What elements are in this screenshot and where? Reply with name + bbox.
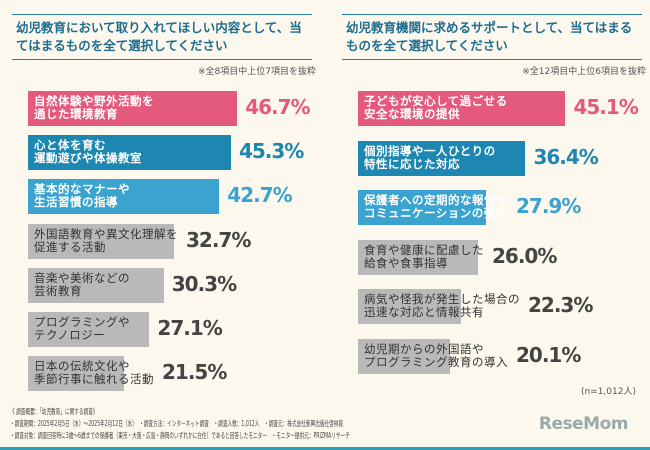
bottom-rule [0,447,650,450]
bar [28,267,164,303]
bar [28,312,150,347]
bar-label: 保護者への定期的な報告や コミュニケーションの強化 [364,193,508,220]
bar-label: 心と体を育む 運動遊びや体操教室 [34,138,142,166]
chart-left: 幼児教育において取り入れてほしい内容として、当てはまるものを全て選択してください… [8,0,328,395]
value-label: 27.1% [157,316,222,340]
bar-label: 自然体験や野外活動を 通じた環境教育 [34,94,154,121]
bar [28,91,238,126]
value-label: 45.1% [573,95,638,119]
chart-right: 幼児教育機関に求めるサポートとして、当てはまるものを全て選択してください ※全1… [338,0,650,395]
bar [358,239,478,275]
bar-label: 日本の伝統文化や 季節行事に触れる活動 [34,359,154,387]
value-label: 36.4% [533,144,598,169]
bar-label: 食育や健康に配慮した 給食や食事指導 [364,242,484,270]
chart-title: 幼児教育において取り入れてほしい内容として、当てはまるものを全て選択してください [12,14,312,60]
value-label: 20.1% [516,342,581,367]
chart-note: ※全12項目中上位6項目を抜粋 [522,67,646,77]
resemom-logo: ReseMom [538,414,629,434]
bar [358,140,526,176]
footer-line: ・調査期間：2025年2月5日（水）～2025年2月12日（水） ・調査方法：イ… [10,419,344,428]
bar-label: 個別指導や一人ひとりの 特性に応じた対応 [364,143,496,171]
value-label: 21.5% [162,360,227,385]
bar-label: 幼児期からの外国語や プログラミング教育の導入 [364,341,508,369]
chart-title: 幼児教育機関に求めるサポートとして、当てはまるものを全て選択してください [342,14,642,60]
sample-size: (n=1,012人) [580,387,636,397]
bar [358,190,487,225]
bar-label: 外国語教育や異文化理解を 促進する活動 [34,226,178,254]
bar [358,289,461,324]
bar-label: 音楽や美術などの 芸術教育 [34,270,130,298]
survey-footer: 《 調査概要：「幼児教育」に関する調査》 ・調査期間：2025年2月5日（水）～… [10,406,350,442]
chart-note: ※全8項目中上位7項目を抜粋 [198,67,316,77]
bar-label: プログラミングや テクノロジー [34,315,130,342]
bar [28,135,231,171]
value-label: 22.3% [528,293,593,317]
footer-line: ・調査対象：調査回答時に3歳～6歳までの保護者（東京・大阪・広島・静岡のいずれか… [10,431,350,440]
bar [28,356,125,392]
value-label: 30.3% [171,271,237,296]
bar [358,338,451,374]
bar-label: 基本的なマナーや 生活習慣の指導 [34,182,130,210]
value-label: 32.7% [186,227,251,252]
bar [28,223,175,259]
value-label: 42.7% [227,183,292,208]
value-label: 45.3% [238,139,304,164]
footer-line: 《 調査概要：「幼児教育」に関する調査》 [10,407,98,416]
value-label: 26.0% [492,243,557,268]
bar-label: 病気や怪我が発生した場合の 迅速な対応と情報共有 [364,292,520,319]
bar [358,91,566,126]
bar [28,179,220,215]
value-label: 27.9% [516,194,581,218]
bar-label: 子どもが安心して過ごせる 安全な環境の提供 [364,94,508,121]
value-label: 46.7% [245,95,310,119]
